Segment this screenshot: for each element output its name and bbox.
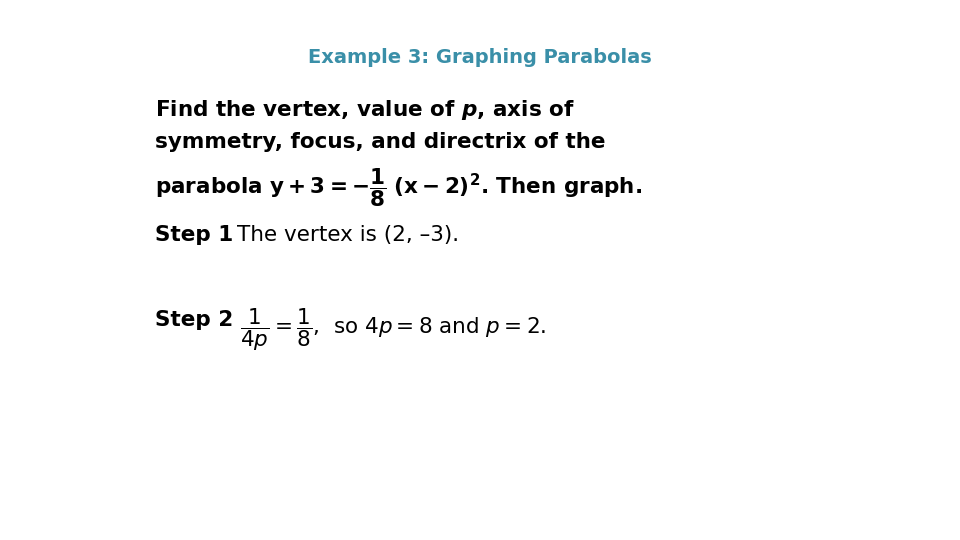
Text: parabola $\mathbf{y + 3 = {-}\dfrac{1}{8}\ (x-2)^2}$. Then graph.: parabola $\mathbf{y + 3 = {-}\dfrac{1}{8… — [155, 166, 642, 209]
Text: symmetry, focus, and directrix of the: symmetry, focus, and directrix of the — [155, 132, 606, 152]
Text: Step 1: Step 1 — [155, 225, 233, 245]
Text: $\dfrac{1}{4p} = \dfrac{1}{8}$,  so $4p = 8$ and $p = 2$.: $\dfrac{1}{4p} = \dfrac{1}{8}$, so $4p =… — [240, 306, 546, 353]
Text: Example 3: Graphing Parabolas: Example 3: Graphing Parabolas — [308, 48, 652, 67]
Text: Find the vertex, value of $\bfit{p}$, axis of: Find the vertex, value of $\bfit{p}$, ax… — [155, 98, 575, 122]
Text: The vertex is (2, –3).: The vertex is (2, –3). — [237, 225, 459, 245]
Text: Step 2: Step 2 — [155, 310, 233, 330]
